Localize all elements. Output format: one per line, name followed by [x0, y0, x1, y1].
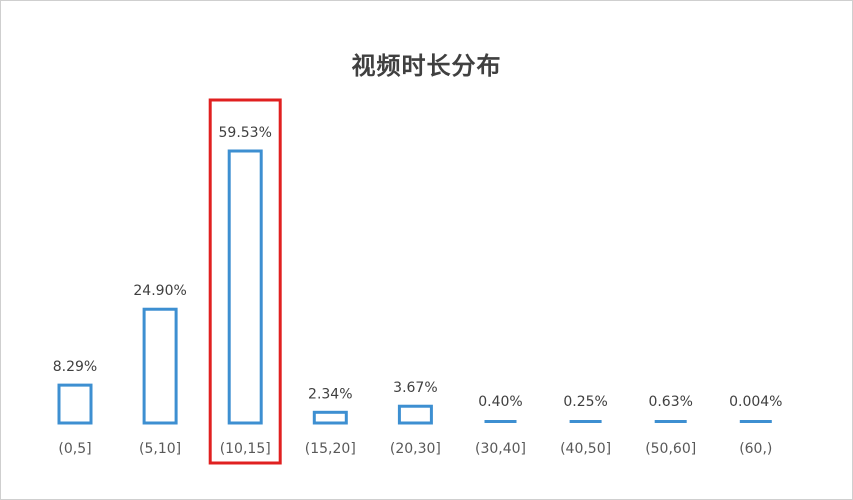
bar-8 — [739, 420, 772, 423]
bar-0 — [57, 383, 93, 425]
data-label-8: 0.004% — [729, 394, 782, 410]
category-label-4: (20,30] — [390, 441, 441, 457]
category-label-2: (10,15] — [220, 441, 271, 457]
category-label-5: (30,40] — [475, 441, 526, 457]
bar-1 — [142, 307, 178, 425]
category-label-6: (40,50] — [560, 441, 611, 457]
data-label-7: 0.63% — [648, 394, 692, 410]
data-label-2: 59.53% — [219, 125, 272, 141]
category-label-8: (60,) — [739, 441, 772, 457]
bar-4 — [397, 404, 433, 425]
category-label-7: (50,60] — [645, 441, 696, 457]
bar-6 — [569, 420, 602, 423]
data-label-5: 0.40% — [478, 394, 522, 410]
data-label-0: 8.29% — [53, 359, 97, 375]
category-label-0: (0,5] — [58, 441, 91, 457]
category-label-3: (15,20] — [305, 441, 356, 457]
data-label-4: 3.67% — [393, 380, 437, 396]
bar-2 — [227, 149, 263, 425]
highlight-box — [208, 98, 282, 465]
data-label-3: 2.34% — [308, 386, 352, 402]
bar-5 — [484, 420, 517, 423]
data-label-1: 24.90% — [133, 283, 186, 299]
data-label-6: 0.25% — [563, 394, 607, 410]
bar-3 — [312, 410, 348, 425]
chart-title: 视频时长分布 — [351, 52, 502, 80]
category-label-1: (5,10] — [139, 441, 181, 457]
bar-7 — [654, 420, 687, 423]
